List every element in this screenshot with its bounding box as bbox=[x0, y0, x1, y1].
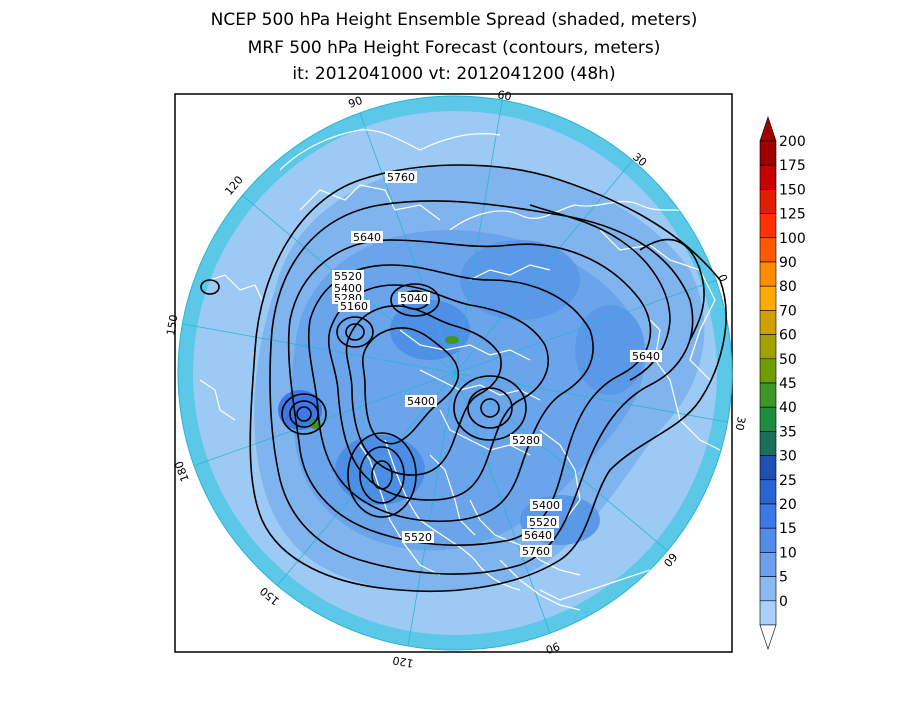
colorbar-bottom-arrow bbox=[759, 624, 777, 650]
colorbar-label: 20 bbox=[779, 497, 797, 513]
contour-label: 5160 bbox=[340, 300, 368, 313]
title-line-1: NCEP 500 hPa Height Ensemble Spread (sha… bbox=[210, 10, 698, 30]
colorbar-swatch bbox=[759, 140, 777, 166]
colorbar-label: 200 bbox=[779, 134, 806, 150]
lon-label: 120 bbox=[392, 653, 415, 669]
colorbar-label: 80 bbox=[779, 279, 797, 295]
colorbar-label: 30 bbox=[779, 449, 797, 465]
longitude-labels: 60 30 0 30 60 90 120 150 180 150 120 90 bbox=[164, 88, 748, 670]
colorbar-swatch bbox=[759, 479, 777, 505]
colorbar-label: 15 bbox=[779, 521, 797, 537]
lon-label: 90 bbox=[544, 639, 562, 656]
colorbar-swatch bbox=[759, 503, 777, 529]
title-line-3: it: 2012041000 vt: 2012041200 (48h) bbox=[292, 64, 616, 84]
contour-label: 5040 bbox=[400, 292, 428, 305]
colorbar-label: 100 bbox=[779, 231, 806, 247]
contour-label: 5640 bbox=[632, 350, 660, 363]
colorbar-label: 150 bbox=[779, 182, 806, 198]
colorbar-swatch bbox=[759, 213, 777, 239]
colorbar-swatch bbox=[759, 527, 777, 553]
colorbar-swatch bbox=[759, 285, 777, 311]
colorbar-swatch bbox=[759, 189, 777, 214]
contour-label: 5640 bbox=[524, 529, 552, 542]
colorbar-label: 125 bbox=[779, 207, 806, 223]
colorbar-label: 45 bbox=[779, 376, 797, 392]
colorbar-swatch bbox=[759, 455, 777, 481]
contour-label: 5760 bbox=[387, 171, 415, 184]
coastlines bbox=[199, 129, 721, 611]
contour-label: 5280 bbox=[512, 434, 540, 447]
colorbar-top-arrow bbox=[759, 116, 777, 142]
colorbar-label: 60 bbox=[779, 328, 797, 344]
colorbar-label: 90 bbox=[779, 255, 797, 271]
colorbar-swatch bbox=[759, 237, 777, 263]
colorbar-swatch bbox=[759, 406, 777, 432]
colorbar-swatch bbox=[759, 334, 777, 360]
colorbar-swatch bbox=[759, 310, 777, 335]
colorbar-swatch bbox=[759, 261, 777, 287]
colorbar-swatch bbox=[759, 164, 777, 190]
lon-label: 90 bbox=[347, 94, 365, 111]
colorbar-swatch bbox=[759, 431, 777, 456]
contour-label: 5640 bbox=[353, 231, 381, 244]
contour-label: 5400 bbox=[532, 499, 560, 512]
colorbar-swatch bbox=[759, 600, 777, 626]
colorbar-label: 25 bbox=[779, 473, 797, 489]
title-line-2: MRF 500 hPa Height Forecast (contours, m… bbox=[247, 38, 661, 58]
colorbar-swatch bbox=[759, 382, 777, 408]
colorbar-label: 35 bbox=[779, 424, 797, 440]
colorbar-swatch bbox=[759, 576, 777, 602]
colorbar-swatch bbox=[759, 552, 777, 577]
colorbar-label: 175 bbox=[779, 158, 806, 174]
contour-label: 5400 bbox=[334, 282, 362, 295]
colorbar-label: 50 bbox=[779, 352, 797, 368]
colorbar-swatch bbox=[759, 358, 777, 384]
colorbar-label: 0 bbox=[779, 594, 788, 610]
contour-label: 5520 bbox=[334, 270, 362, 283]
colorbar-label: 10 bbox=[779, 545, 797, 561]
colorbar-label: 70 bbox=[779, 303, 797, 319]
contour-label: 5400 bbox=[407, 395, 435, 408]
lon-label: 0 bbox=[715, 273, 730, 284]
colorbar: 2001751501251009080706050454035302520151… bbox=[759, 116, 806, 650]
lon-label: 60 bbox=[496, 88, 512, 103]
meridians bbox=[182, 95, 728, 647]
contour-label: 5520 bbox=[404, 531, 432, 544]
disc-edge bbox=[177, 95, 733, 651]
contour-label: 5760 bbox=[522, 545, 550, 558]
lon-label: 150 bbox=[164, 314, 180, 337]
contour-label: 5520 bbox=[529, 516, 557, 529]
colorbar-label: 40 bbox=[779, 400, 797, 416]
lon-label: 30 bbox=[733, 415, 748, 431]
colorbar-label: 5 bbox=[779, 570, 788, 586]
contour-labels: 5760 5640 5520 5400 5280 5160 5040 5640 … bbox=[332, 171, 662, 558]
